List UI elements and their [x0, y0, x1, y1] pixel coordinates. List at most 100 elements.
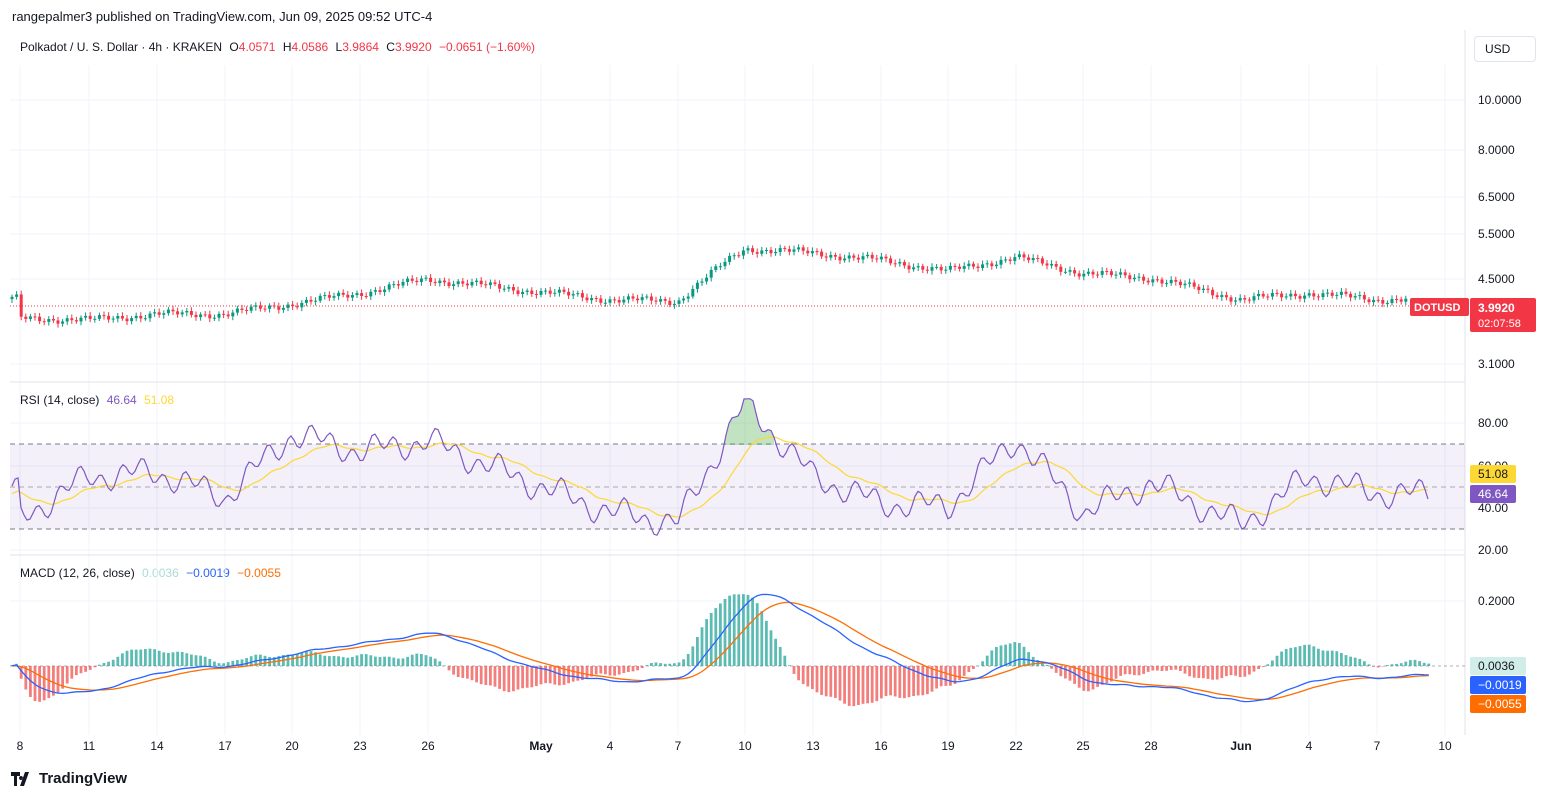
- macd-histogram-bar: [976, 665, 980, 667]
- macd-histogram-bar: [1409, 660, 1412, 666]
- macd-title[interactable]: MACD (12, 26, close): [20, 566, 135, 580]
- macd-histogram-bar: [374, 656, 377, 666]
- candle-body: [1335, 294, 1339, 296]
- published-line: rangepalmer3 published on TradingView.co…: [12, 9, 433, 24]
- candle-body: [1376, 299, 1380, 301]
- rsi-ma-line[interactable]: [11, 436, 1429, 518]
- macd-histogram-bar: [61, 666, 64, 689]
- macd-histogram-bar: [70, 666, 74, 679]
- macd-histogram-bar: [456, 666, 460, 678]
- macd-histogram-bar: [1358, 658, 1362, 666]
- macd-histogram-bar: [1353, 657, 1357, 666]
- macd-line[interactable]: [11, 593, 1429, 703]
- candle-body: [1105, 271, 1109, 273]
- candle-body: [392, 284, 396, 286]
- macd-histogram-bar: [774, 638, 777, 666]
- macd-histogram-bar: [1225, 666, 1228, 677]
- macd-histogram-bar: [231, 660, 235, 666]
- price-tick-label: 10.0000: [1478, 93, 1522, 107]
- candle-body: [364, 295, 368, 297]
- macd-histogram[interactable]: [10, 594, 1431, 707]
- macd-histogram-bar: [1280, 651, 1283, 666]
- candle-body: [1399, 299, 1403, 302]
- ohlc-high: H4.0586: [282, 40, 329, 54]
- price-axis[interactable]: 10.0000 8.0000 6.5000 5.5000 4.5000 3.10…: [1478, 93, 1522, 371]
- candle-body: [222, 313, 226, 315]
- candle-body: [746, 248, 750, 251]
- candle-body: [79, 317, 83, 322]
- candle-body: [741, 250, 745, 256]
- macd-histogram-bar: [852, 666, 856, 707]
- macd-histogram-bar: [1298, 646, 1302, 666]
- candle-body: [415, 280, 419, 283]
- candle-body: [783, 248, 787, 250]
- macd-histogram-bar: [111, 659, 115, 666]
- macd-histogram-bar: [539, 666, 543, 685]
- macd-histogram-bar: [222, 663, 225, 666]
- macd-histogram-bar: [470, 666, 474, 681]
- candle-body: [861, 256, 865, 260]
- macd-histogram-bar: [861, 666, 865, 704]
- candle-body: [235, 308, 239, 313]
- macd-histogram-bar: [1284, 648, 1288, 666]
- macd-histogram-bar: [640, 666, 644, 669]
- macd-histogram-bar: [1257, 666, 1260, 670]
- rsi-title[interactable]: RSI (14, close): [20, 393, 100, 407]
- candle-body: [884, 256, 888, 259]
- currency-button[interactable]: USD: [1474, 36, 1536, 62]
- candle-body: [916, 266, 920, 268]
- candle-body: [525, 290, 529, 292]
- candle-body: [935, 266, 939, 268]
- macd-histogram-bar: [1317, 648, 1320, 666]
- macd-histogram-bar: [778, 646, 782, 666]
- macd-histogram-bar: [985, 655, 989, 666]
- candle-body: [999, 259, 1003, 265]
- macd-histogram-bar: [599, 666, 603, 674]
- candle-body: [663, 299, 667, 301]
- macd-histogram-bar: [466, 666, 469, 679]
- macd-histogram-bar: [728, 595, 731, 666]
- macd-histogram-bar: [838, 666, 842, 701]
- candlestick-series[interactable]: [10, 244, 1408, 328]
- candle-body: [898, 262, 902, 264]
- macd-histogram-bar: [1330, 650, 1334, 666]
- candle-body: [65, 318, 69, 322]
- candle-body: [944, 269, 948, 271]
- tradingview-logo[interactable]: TradingView: [11, 770, 127, 787]
- macd-histogram-bar: [645, 665, 649, 666]
- rsi-line[interactable]: [11, 398, 1429, 536]
- candle-body: [1206, 288, 1210, 290]
- candle-body: [1293, 293, 1297, 297]
- macd-histogram-bar: [1114, 666, 1118, 679]
- macd-histogram-bar: [1243, 666, 1247, 677]
- macd-histogram-bar: [1192, 666, 1196, 678]
- symbol-description[interactable]: Polkadot / U. S. Dollar · 4h · KRAKEN: [20, 40, 223, 54]
- macd-signal-line[interactable]: [11, 601, 1429, 701]
- candle-body: [953, 265, 957, 267]
- macd-histogram-bar: [1022, 646, 1026, 666]
- macd-histogram-bar: [1142, 666, 1145, 674]
- candle-body: [870, 254, 874, 259]
- candle-body: [102, 315, 106, 317]
- macd-histogram-bar: [323, 655, 327, 666]
- time-tick-label: 4: [1306, 739, 1313, 753]
- candle-body: [433, 281, 437, 284]
- candle-body: [314, 300, 318, 302]
- candle-body: [879, 256, 883, 260]
- candle-body: [1073, 270, 1077, 274]
- candle-body: [1155, 279, 1159, 281]
- candle-body: [272, 305, 276, 307]
- candle-body: [452, 284, 456, 287]
- price-tick-label: 6.5000: [1478, 190, 1515, 204]
- symbol-tag-label: DOTUSD: [1414, 302, 1461, 314]
- pane-separators[interactable]: [10, 30, 1466, 735]
- candle-body: [778, 248, 782, 252]
- candle-body: [1197, 286, 1201, 291]
- macd-histogram-bar: [47, 666, 51, 699]
- macd-histogram-bar: [801, 666, 805, 685]
- rsi-tag: 46.64: [1478, 487, 1508, 501]
- candle-body: [682, 298, 686, 301]
- time-axis[interactable]: 8 11 14 17 20 23 26 May 4 7 10 13 16 19 …: [17, 739, 1452, 753]
- macd-axis[interactable]: 0.2000: [1478, 594, 1515, 608]
